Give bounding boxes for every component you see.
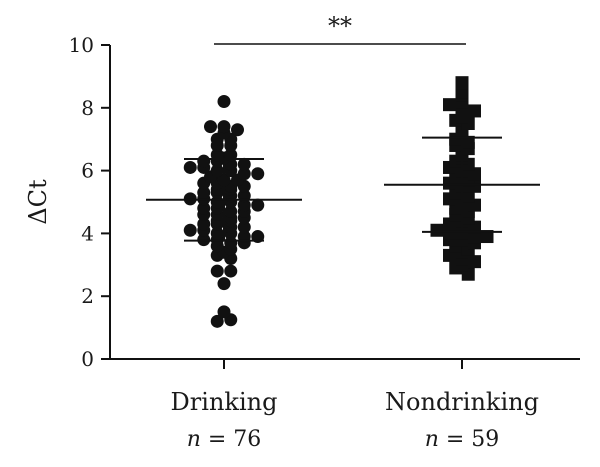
data-point-nondrinking [430,223,444,237]
n-symbol: n [187,427,201,452]
category-label-nondrinking: Nondrinking [385,388,539,416]
data-point-drinking [210,164,224,178]
sample-size-label: n = 59 [425,427,500,452]
data-point-drinking [183,223,197,237]
y-tick-label: 0 [81,347,94,371]
significance-bracket: ** [214,12,466,45]
data-point-drinking [197,154,211,168]
data-points [183,76,494,328]
data-point-drinking [224,236,238,250]
data-point-drinking [197,186,211,200]
data-point-drinking [217,305,231,319]
n-symbol: n [425,427,439,452]
data-point-drinking [217,95,231,109]
data-point-drinking [251,198,265,212]
y-axis: 0 2 4 6 8 10 [69,33,111,371]
data-point-drinking [217,120,231,134]
category-label-drinking: Drinking [171,388,278,416]
data-point-drinking [197,201,211,215]
data-point-nondrinking [443,98,456,112]
y-axis-title: ΔCt [24,179,52,225]
data-point-nondrinking [468,104,481,118]
data-point-drinking [210,264,224,278]
data-point-drinking [237,167,251,181]
data-point-nondrinking [468,255,481,269]
data-point-drinking [251,167,265,181]
data-point-nondrinking [480,230,494,244]
y-tick-label: 8 [81,96,94,120]
data-point-drinking [210,195,224,209]
data-point-drinking [224,264,238,278]
data-point-drinking [237,157,251,171]
data-point-drinking [237,220,251,234]
sample-size-label: n = 76 [187,427,262,452]
x-axis: Drinking n = 76 Nondrinking n = 59 [109,358,580,452]
y-tick-label: 10 [69,33,94,57]
y-tick-label: 6 [81,159,94,183]
data-point-drinking [204,120,217,134]
data-point-drinking [231,123,244,137]
data-point-drinking [217,277,231,291]
data-point-drinking [183,160,197,174]
y-tick-label: 2 [81,284,94,308]
y-tick-label: 4 [81,221,94,245]
data-point-drinking [210,314,224,328]
data-point-nondrinking [455,76,469,90]
n-value: = 59 [439,427,499,452]
data-point-drinking [210,226,224,240]
data-point-drinking [197,217,211,231]
data-point-drinking [224,204,238,218]
data-point-drinking [237,198,251,212]
significance-label: ** [328,12,352,40]
n-value: = 76 [201,427,261,452]
mean-sd-bars [146,136,540,242]
